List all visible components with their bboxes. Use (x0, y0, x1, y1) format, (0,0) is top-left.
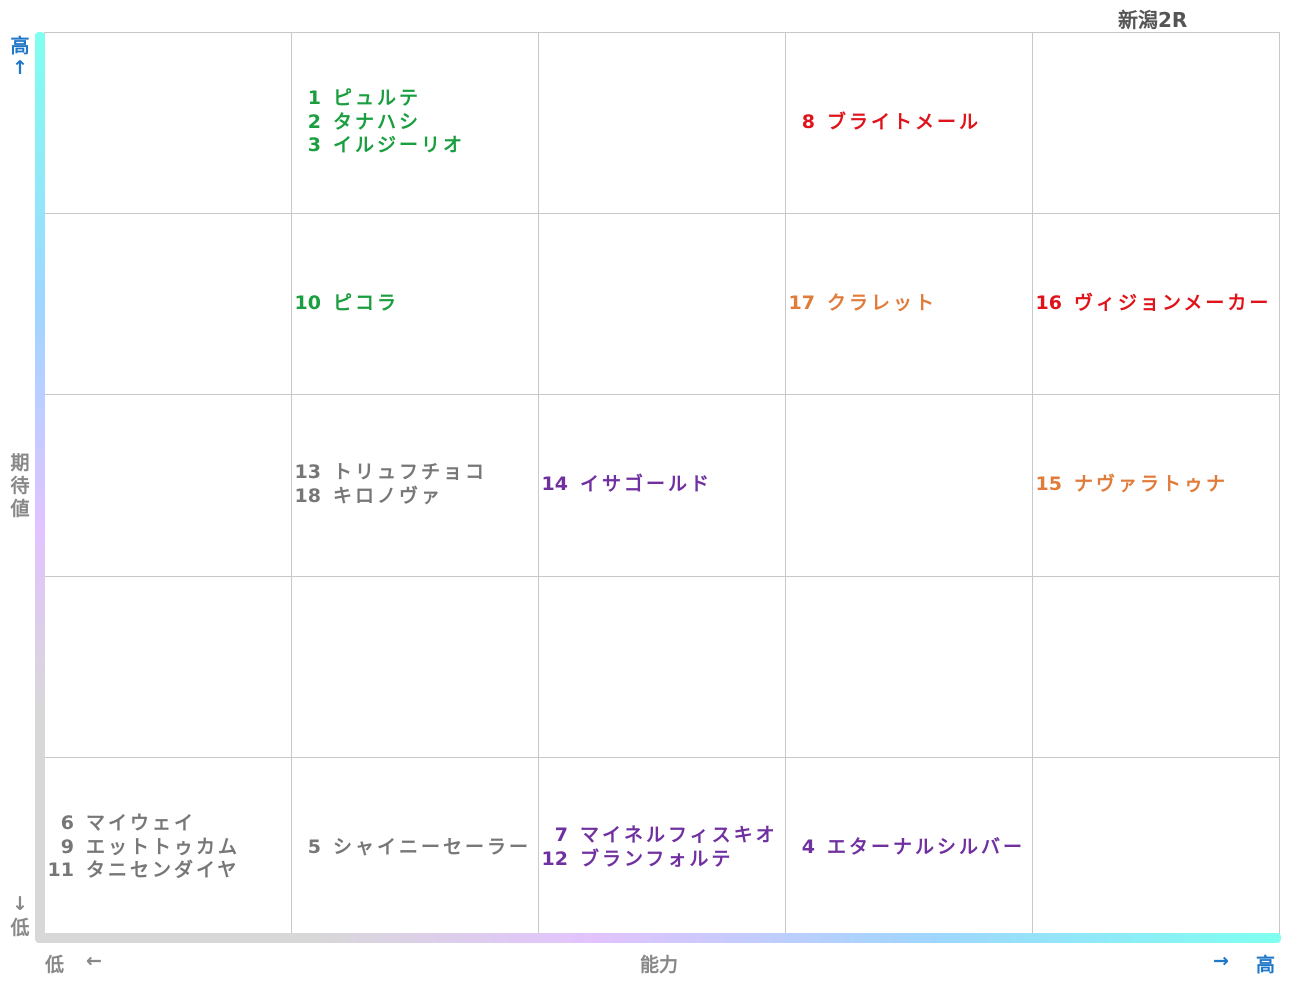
y-axis-up-arrow: ↑ (12, 57, 28, 79)
horse-name: トリュフチョコ (333, 461, 488, 483)
y-axis-high-label: 高 (10, 35, 30, 57)
y-axis-low-label: 低 (10, 917, 30, 939)
horse-name: タナハシ (333, 110, 422, 133)
grid-cell: 7 マイネルフィスキオ 12 ブランフォルテ (538, 757, 785, 938)
grid-cell: 13 トリュフチョコ 18 キロノヴァ (291, 394, 538, 575)
x-axis-low-label: 低 (45, 954, 65, 976)
horse-number: 13 (294, 461, 321, 483)
horse-entry: 7 マイネルフィスキオ (538, 824, 785, 848)
horse-entry: 12 ブランフォルテ (538, 848, 785, 872)
horse-entry: 5 シャイニーセーラー (291, 836, 538, 860)
horse-entry: 11 タニセンダイヤ (44, 859, 291, 883)
horse-number: 12 (541, 847, 568, 870)
horse-name: ピュルテ (333, 87, 422, 110)
horse-entry: 16 ヴィジョンメーカー (1032, 292, 1279, 316)
horse-name: キロノヴァ (333, 484, 444, 507)
horse-entry: 13 トリュフチョコ (291, 461, 538, 485)
horse-number: 18 (294, 484, 321, 507)
horse-entry: 2 タナハシ (291, 111, 538, 135)
grid-hline (44, 213, 1279, 214)
horse-name: イルジーリオ (333, 134, 466, 157)
horse-entry: 14 イサゴールド (538, 473, 785, 497)
horse-entry: 8 ブライトメール (785, 111, 1032, 135)
horse-number: 16 (1035, 291, 1062, 314)
grid-hline (44, 576, 1279, 577)
horse-name: マイネルフィスキオ (580, 824, 778, 846)
grid-cell: 17 クラレット (785, 213, 1032, 394)
grid-hline (44, 757, 1279, 758)
horse-entry: 1 ピュルテ (291, 87, 538, 111)
horse-name: クラレット (827, 291, 938, 314)
horse-number: 8 (801, 110, 815, 133)
grid-vline (538, 32, 539, 938)
grid-cell: 5 シャイニーセーラー (291, 757, 538, 938)
horse-number: 6 (60, 812, 74, 835)
horse-number: 10 (294, 291, 321, 314)
grid-cell: 16 ヴィジョンメーカー (1032, 213, 1279, 394)
grid-cell: 6 マイウェイ 9 エットトゥカム 11 タニセンダイヤ (44, 757, 291, 938)
horse-number: 14 (541, 472, 568, 495)
horse-name: エターナルシルバー (827, 835, 1026, 858)
horse-name: タニセンダイヤ (86, 859, 240, 882)
horse-entry: 15 ナヴァラトゥナ (1032, 473, 1279, 497)
horse-entry: 3 イルジーリオ (291, 134, 538, 158)
horse-number: 4 (801, 835, 815, 858)
x-axis-right-arrow: → (1213, 950, 1229, 972)
horse-number: 1 (307, 87, 321, 110)
grid-vline (785, 32, 786, 938)
y-axis-title: 期待値 (10, 452, 30, 520)
grid-vline (291, 32, 292, 938)
horse-number: 7 (554, 824, 568, 846)
horse-name: シャイニーセーラー (333, 835, 532, 858)
horse-number: 3 (307, 134, 321, 157)
x-axis-title: 能力 (640, 954, 679, 976)
horse-number: 11 (47, 859, 74, 882)
horse-name: マイウェイ (86, 812, 197, 835)
grid-hline (44, 394, 1279, 395)
x-axis-bar (35, 933, 1281, 943)
y-axis-bar (35, 32, 45, 941)
horse-entry: 18 キロノヴァ (291, 485, 538, 509)
chart-grid: 1 ピュルテ 2 タナハシ 3 イルジーリオ 8 ブライトメール 10 ピコラ 17 クラレット 16 ヴ… (44, 32, 1280, 939)
chart-title: 新潟2R (1118, 8, 1188, 32)
horse-name: エットトゥカム (86, 835, 241, 858)
horse-entry: 10 ピコラ (291, 292, 538, 316)
horse-number: 9 (60, 835, 74, 858)
grid-cell: 15 ナヴァラトゥナ (1032, 394, 1279, 575)
horse-number: 2 (307, 110, 321, 133)
horse-number: 5 (307, 835, 321, 858)
grid-hline (44, 32, 1279, 33)
horse-name: ナヴァラトゥナ (1074, 472, 1229, 495)
y-axis-down-arrow: ↓ (12, 893, 28, 915)
horse-number: 17 (788, 291, 815, 314)
grid-vline (1032, 32, 1033, 938)
horse-name: ブライトメール (827, 110, 982, 133)
horse-number: 15 (1035, 472, 1062, 495)
grid-cell: 1 ピュルテ 2 タナハシ 3 イルジーリオ (291, 32, 538, 213)
horse-name: ヴィジョンメーカー (1074, 291, 1272, 314)
grid-cell: 10 ピコラ (291, 213, 538, 394)
horse-name: ピコラ (333, 291, 400, 314)
grid-cell: 4 エターナルシルバー (785, 757, 1032, 938)
x-axis-left-arrow: ← (86, 950, 102, 972)
horse-entry: 17 クラレット (785, 292, 1032, 316)
grid-cell: 14 イサゴールド (538, 394, 785, 575)
horse-entry: 9 エットトゥカム (44, 836, 291, 860)
horse-entry: 4 エターナルシルバー (785, 836, 1032, 860)
x-axis-high-label: 高 (1256, 954, 1276, 976)
horse-name: イサゴールド (580, 472, 713, 495)
grid-vline (1279, 32, 1280, 938)
horse-entry: 6 マイウェイ (44, 812, 291, 836)
horse-name: ブランフォルテ (580, 847, 734, 870)
grid-cell: 8 ブライトメール (785, 32, 1032, 213)
